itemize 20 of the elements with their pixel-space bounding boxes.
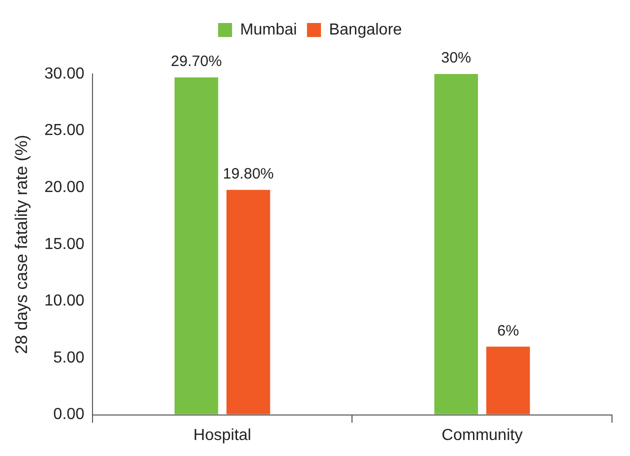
- legend-label: Bangalore: [328, 21, 402, 38]
- y-tick-label: 0.00: [53, 406, 85, 424]
- bar: [486, 346, 530, 414]
- legend-label: Mumbai: [240, 21, 297, 38]
- x-tick-label: Hospital: [193, 426, 252, 444]
- data-label: 19.80%: [222, 166, 274, 183]
- y-tick-label: 30.00: [44, 65, 85, 82]
- y-tick-label: 15.00: [44, 236, 85, 253]
- y-tick-label: 25.00: [44, 122, 85, 140]
- x-tick-label: Community: [442, 426, 523, 444]
- y-tick-label: 10.00: [44, 292, 85, 310]
- y-tick-label: 20.00: [44, 179, 85, 196]
- data-label: 29.70%: [170, 53, 222, 70]
- bar: [174, 77, 218, 414]
- data-label: 6%: [497, 322, 519, 340]
- data-label: 30%: [441, 50, 472, 67]
- y-tick-label: 5.00: [53, 349, 85, 366]
- y-axis-title: 28 days case fatality rate (%): [12, 134, 31, 354]
- bar: [434, 74, 478, 414]
- bar: [226, 190, 270, 414]
